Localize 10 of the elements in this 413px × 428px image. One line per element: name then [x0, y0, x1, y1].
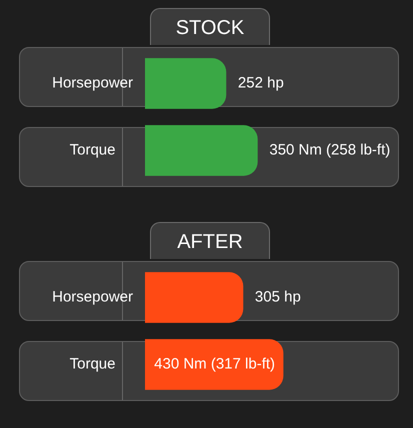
y-tick-label: Torque: [70, 142, 116, 159]
data-label: 350 Nm (258 lb-ft): [269, 142, 390, 159]
data-label: 252 hp: [238, 74, 284, 92]
y-tick-label: Horsepower: [52, 288, 134, 306]
chart-title: STOCK: [150, 8, 270, 45]
chart-title: AFTER: [150, 222, 270, 259]
y-tick-label: Torque: [70, 356, 116, 373]
y-tick-label: Horsepower: [52, 74, 134, 92]
data-label: 305 hp: [254, 288, 301, 306]
data-label: 430 Nm (317 lb-ft): [154, 356, 276, 373]
